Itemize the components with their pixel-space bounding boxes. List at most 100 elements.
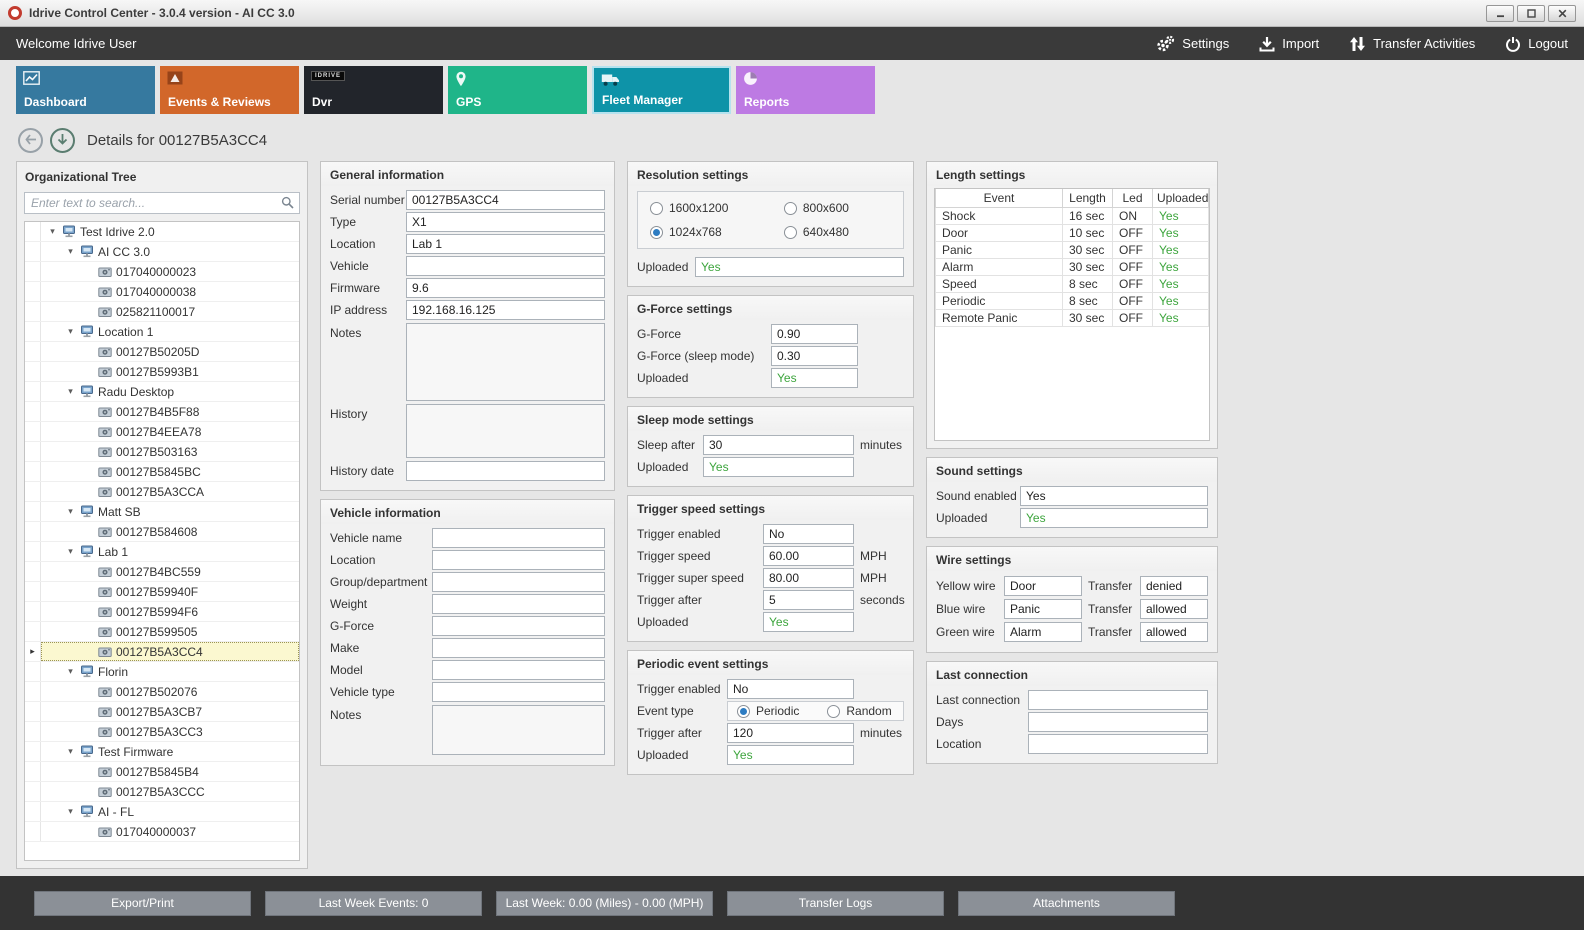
expand-collapse-arrow[interactable]: ▾ (50, 226, 55, 236)
uploaded-field[interactable] (727, 745, 854, 765)
tree-item-00127b4eea78[interactable]: 00127B4EEA78 (25, 422, 299, 442)
trigger-super-speed-field[interactable] (763, 568, 854, 588)
radio-option-random[interactable]: Random (827, 704, 892, 718)
tree-item-radu-desktop[interactable]: ▾ Radu Desktop (25, 382, 299, 402)
tree-item-test-idrive-2-0[interactable]: ▾ Test Idrive 2.0 (25, 222, 299, 242)
tab-events-reviews[interactable]: Events & Reviews (160, 66, 299, 114)
tree-item-00127b584608[interactable]: 00127B584608 (25, 522, 299, 542)
last-connection-field[interactable] (1028, 690, 1208, 710)
tree-item-00127b5a3cb7[interactable]: 00127B5A3CB7 (25, 702, 299, 722)
yellow-wire-transfer-field[interactable] (1140, 576, 1208, 596)
vehicle-field[interactable] (406, 256, 605, 276)
trigger-speed-field[interactable] (763, 546, 854, 566)
location-field[interactable] (432, 550, 605, 570)
tree-item-00127b599505[interactable]: 00127B599505 (25, 622, 299, 642)
tree-item-location-1[interactable]: ▾ Location 1 (25, 322, 299, 342)
trigger-after-field[interactable] (727, 723, 854, 743)
tree-item-matt-sb[interactable]: ▾ Matt SB (25, 502, 299, 522)
tree-item-00127b5994f6[interactable]: 00127B5994F6 (25, 602, 299, 622)
tree-item-00127b59940f[interactable]: 00127B59940F (25, 582, 299, 602)
expand-collapse-arrow[interactable]: ▾ (68, 746, 73, 756)
tree-item-00127b5a3cc4[interactable]: ▸ 00127B5A3CC4 (25, 642, 299, 662)
g-force-field[interactable] (771, 324, 858, 344)
expand-collapse-arrow[interactable]: ▾ (68, 666, 73, 676)
maximize-button[interactable] (1517, 4, 1545, 22)
last-week-stats-button[interactable]: Last Week: 0.00 (Miles) - 0.00 (MPH) (496, 890, 713, 916)
tree-item-00127b5a3cc3[interactable]: 00127B5A3CC3 (25, 722, 299, 742)
tree-item-017040000037[interactable]: 017040000037 (25, 822, 299, 842)
ip-address-field[interactable] (406, 300, 605, 320)
length-row-alarm[interactable]: Alarm 30 sec OFF Yes (935, 258, 1209, 276)
length-row-panic[interactable]: Panic 30 sec OFF Yes (935, 241, 1209, 259)
tree-item-00127b4bc559[interactable]: 00127B4BC559 (25, 562, 299, 582)
vehicle-name-field[interactable] (432, 528, 605, 548)
firmware-field[interactable] (406, 278, 605, 298)
expand-collapse-arrow[interactable]: ▾ (68, 806, 73, 816)
tree-item-00127b4b5f88[interactable]: 00127B4B5F88 (25, 402, 299, 422)
expand-collapse-arrow[interactable]: ▾ (68, 246, 73, 256)
expand-collapse-arrow[interactable]: ▾ (68, 546, 73, 556)
tree-item-00127b503163[interactable]: 00127B503163 (25, 442, 299, 462)
notes-field[interactable] (432, 705, 605, 755)
radio-option-1024x768[interactable]: 1024x768 (650, 225, 784, 239)
tree-item-00127b5993b1[interactable]: 00127B5993B1 (25, 362, 299, 382)
tree-item-017040000038[interactable]: 017040000038 (25, 282, 299, 302)
transfer-logs-button[interactable]: Transfer Logs (727, 890, 944, 916)
tab-dvr[interactable]: IDRIVE Dvr (304, 66, 443, 114)
tree-item-ai-cc-3-0[interactable]: ▾ AI CC 3.0 (25, 242, 299, 262)
length-row-door[interactable]: Door 10 sec OFF Yes (935, 224, 1209, 242)
green-wire-transfer-field[interactable] (1140, 622, 1208, 642)
attachments-button[interactable]: Attachments (958, 890, 1175, 916)
export-print-button[interactable]: Export/Print (34, 890, 251, 916)
sleep-after-field[interactable] (703, 435, 854, 455)
make-field[interactable] (432, 638, 605, 658)
close-button[interactable] (1548, 4, 1576, 22)
tree-item-test-firmware[interactable]: ▾ Test Firmware (25, 742, 299, 762)
g-force-field[interactable] (432, 616, 605, 636)
tree-item-00127b5a3cca[interactable]: 00127B5A3CCA (25, 482, 299, 502)
history-date-field[interactable] (406, 461, 605, 481)
tree-item-lab-1[interactable]: ▾ Lab 1 (25, 542, 299, 562)
scroll-down-button[interactable] (50, 128, 75, 153)
expand-collapse-arrow[interactable]: ▾ (68, 326, 73, 336)
tab-dashboard[interactable]: Dashboard (16, 66, 155, 114)
blue-wire-field[interactable] (1004, 599, 1082, 619)
uploaded-field[interactable] (1020, 508, 1208, 528)
tab-gps[interactable]: GPS (448, 66, 587, 114)
last-week-events-button[interactable]: Last Week Events: 0 (265, 890, 482, 916)
transfer-activities-button[interactable]: Transfer Activities (1349, 36, 1475, 52)
radio-option-periodic[interactable]: Periodic (737, 704, 799, 718)
uploaded-field[interactable] (703, 457, 854, 477)
model-field[interactable] (432, 660, 605, 680)
location-field[interactable] (406, 234, 605, 254)
trigger-enabled-field[interactable] (763, 524, 854, 544)
days-field[interactable] (1028, 712, 1208, 732)
g-force-sleep-mode-field[interactable] (771, 346, 858, 366)
trigger-enabled-field[interactable] (727, 679, 854, 699)
uploaded-field[interactable] (695, 257, 904, 277)
tree-item-00127b50205d[interactable]: 00127B50205D (25, 342, 299, 362)
tree-item-ai-fl[interactable]: ▾ AI - FL (25, 802, 299, 822)
blue-wire-transfer-field[interactable] (1140, 599, 1208, 619)
tab-reports[interactable]: Reports (736, 66, 875, 114)
minimize-button[interactable] (1486, 4, 1514, 22)
length-row-remote-panic[interactable]: Remote Panic 30 sec OFF Yes (935, 309, 1209, 327)
back-button[interactable] (18, 128, 43, 153)
length-row-periodic[interactable]: Periodic 8 sec OFF Yes (935, 292, 1209, 310)
tree-item-00127b5845bc[interactable]: 00127B5845BC (25, 462, 299, 482)
import-button[interactable]: Import (1259, 36, 1319, 52)
settings-button[interactable]: Settings (1155, 35, 1229, 52)
uploaded-field[interactable] (763, 612, 854, 632)
tree-item-00127b502076[interactable]: 00127B502076 (25, 682, 299, 702)
tree-item-017040000023[interactable]: 017040000023 (25, 262, 299, 282)
location-field[interactable] (1028, 734, 1208, 754)
sound-enabled-field[interactable] (1020, 486, 1208, 506)
tree-item-00127b5845b4[interactable]: 00127B5845B4 (25, 762, 299, 782)
tree-item-025821100017[interactable]: 025821100017 (25, 302, 299, 322)
tree-search-input[interactable] (24, 192, 300, 214)
trigger-after-field[interactable] (763, 590, 854, 610)
type-field[interactable] (406, 212, 605, 232)
vehicle-type-field[interactable] (432, 682, 605, 702)
serial-number-field[interactable] (406, 190, 605, 210)
tree-item-florin[interactable]: ▾ Florin (25, 662, 299, 682)
